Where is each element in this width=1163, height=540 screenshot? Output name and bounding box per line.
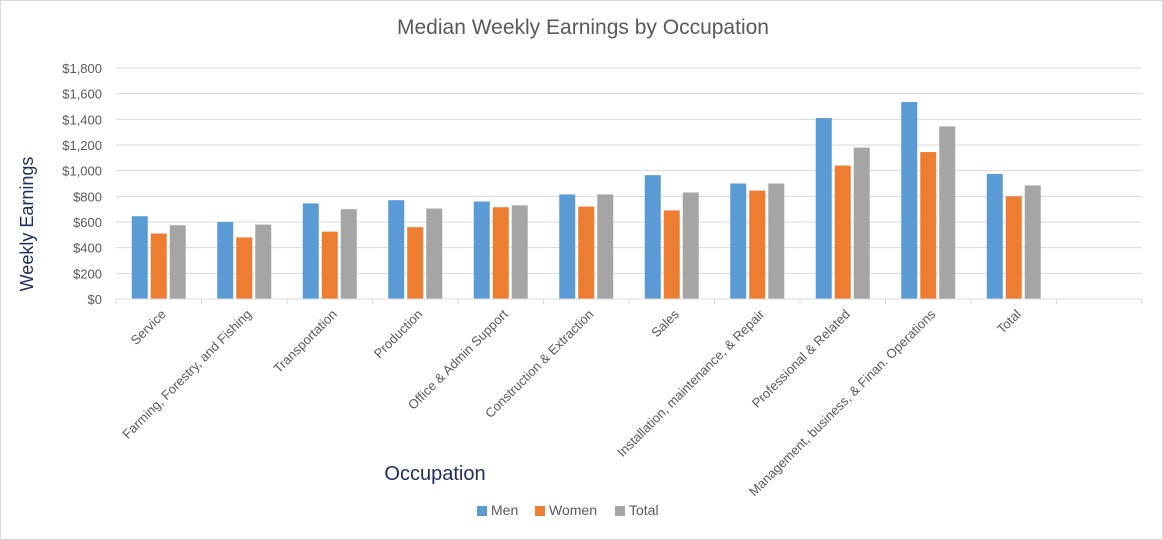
y-tick-label: $200: [73, 266, 102, 281]
bar-men: [559, 194, 576, 299]
x-category-label: Installation, maintenance, & Repair: [614, 306, 768, 460]
y-tick-label: $1,200: [62, 138, 102, 153]
bar-total: [853, 147, 870, 299]
bar-women: [749, 190, 766, 299]
bar-men: [815, 118, 832, 299]
y-tick-label: $0: [88, 292, 102, 307]
legend-label-women: Women: [549, 502, 597, 518]
x-category-label: Service: [128, 307, 169, 348]
bar-women: [920, 152, 937, 299]
bar-women: [834, 165, 851, 299]
y-tick-label: $1,600: [62, 87, 102, 102]
gridlines: [116, 67, 1142, 274]
bar-total: [340, 209, 357, 299]
bar-total: [939, 126, 956, 300]
x-axis-title: Occupation: [384, 463, 485, 485]
chart-title: Median Weekly Earnings by Occupation: [397, 16, 769, 39]
bar-women: [1005, 196, 1022, 299]
y-tick-label: $1,800: [62, 61, 102, 76]
bar-total: [426, 208, 443, 299]
bar-total: [1024, 185, 1041, 299]
x-category-label: Production: [371, 307, 426, 362]
x-axis: [115, 298, 1143, 304]
bar-men: [473, 201, 490, 299]
bar-women: [407, 227, 424, 299]
y-tick-label: $1,000: [62, 164, 102, 179]
y-tick-label: $600: [73, 215, 102, 230]
legend-label-total: Total: [629, 502, 659, 518]
bar-men: [388, 200, 405, 299]
bar-women: [236, 237, 253, 299]
bar-total: [682, 192, 699, 299]
y-tick-label: $800: [73, 189, 102, 204]
legend: Men Women Total: [477, 502, 659, 518]
x-category-label: Management, business, & Finan. Operation…: [746, 306, 939, 499]
bar-total: [768, 183, 785, 299]
y-tick-label: $400: [73, 241, 102, 256]
bar-men: [986, 173, 1003, 299]
bar-women: [663, 210, 680, 299]
y-axis-title: Weekly Earnings: [17, 157, 37, 292]
bar-total: [169, 225, 186, 299]
legend-label-men: Men: [491, 502, 518, 518]
bar-total: [511, 205, 528, 299]
bar-women: [150, 233, 167, 299]
bar-total: [255, 224, 272, 299]
bar-women: [492, 207, 509, 299]
x-category-label: Transportation: [270, 307, 340, 377]
x-category-label: Sales: [648, 306, 682, 340]
bar-men: [302, 203, 319, 299]
bar-men: [217, 222, 234, 299]
legend-swatch-women: [535, 506, 545, 516]
y-tick-label: $1,400: [62, 112, 102, 127]
bar-women: [578, 206, 595, 299]
x-category-label: Total: [994, 306, 1024, 336]
x-category-label: Professional & Related: [749, 307, 853, 411]
bar-men: [730, 183, 747, 299]
bars: [131, 102, 1041, 300]
legend-swatch-men: [477, 506, 487, 516]
legend-swatch-total: [615, 506, 625, 516]
bar-total: [597, 194, 614, 299]
bar-women: [321, 231, 338, 299]
y-axis-ticks: $0 $200 $400 $600 $800 $1,000 $1,200 $1,400 $1,6…: [62, 61, 102, 307]
bar-men: [901, 102, 918, 299]
bar-men: [644, 175, 661, 299]
bar-men: [131, 216, 148, 299]
